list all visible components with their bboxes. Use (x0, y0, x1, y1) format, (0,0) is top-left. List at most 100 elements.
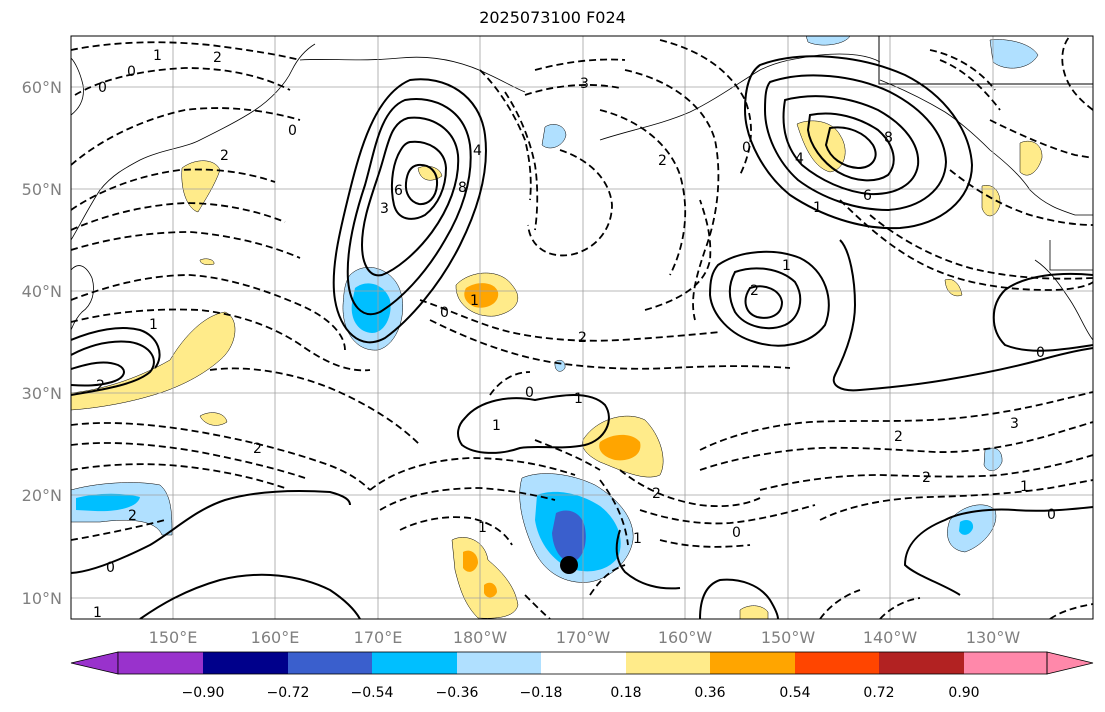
lat-label: 30°N (22, 384, 62, 403)
contour-label: 0 (288, 123, 297, 139)
positive-anomaly-area (463, 550, 478, 572)
contour-label: 6 (863, 188, 872, 204)
contour-label: 2 (96, 378, 105, 394)
contour-label: 1 (478, 520, 487, 536)
positive-anomaly-area (599, 434, 641, 461)
positive-contours (71, 55, 1093, 619)
positive-anomaly-area (484, 582, 497, 598)
colorbar-segment (118, 652, 203, 674)
lon-label: 130°W (966, 628, 1021, 647)
colorbar-segment (795, 652, 879, 674)
contour-label: 4 (473, 143, 482, 159)
lat-label: 10°N (22, 589, 62, 608)
lon-label: 160°E (251, 628, 300, 647)
contour-label: 1 (149, 317, 158, 333)
contour-label: 1 (153, 48, 162, 64)
lat-label: 40°N (22, 282, 62, 301)
contour-label: 8 (884, 130, 893, 146)
positive-anomaly-area (199, 258, 215, 266)
plot-frame (70, 35, 1094, 620)
negative-anomaly-area (989, 39, 1039, 69)
gridlines (71, 36, 1093, 619)
positive-anomaly-area (71, 311, 236, 411)
coastlines (71, 43, 1093, 341)
contour-label: 1 (1020, 479, 1029, 495)
colorbar-tick-label: 0.36 (694, 685, 725, 701)
colorbar-segment (626, 652, 710, 674)
contour-label: 0 (742, 140, 751, 156)
colorbar-tick-label: 0.18 (610, 685, 641, 701)
colorbar-tick-label: 0.72 (863, 685, 894, 701)
contour-label: 1 (782, 258, 791, 274)
colorbar-segment (203, 652, 288, 674)
colorbar-tick-label: −0.54 (351, 685, 394, 701)
negative-anomaly-area (76, 493, 140, 512)
contour-label: 0 (98, 80, 107, 96)
colorbar: −0.90 −0.72 −0.54 −0.36 −0.18 0.18 0.36 … (70, 651, 1094, 701)
contour-label: 0 (127, 64, 136, 80)
contour-label: 2 (658, 153, 667, 169)
colorbar-segment (710, 652, 795, 674)
positive-anomaly-area (981, 185, 1001, 217)
positive-anomaly-area (739, 605, 769, 619)
contour-label: 3 (1010, 416, 1019, 432)
negative-anomaly-area (554, 360, 566, 372)
longitude-labels: 150°E 160°E 170°E 180°W 170°W 160°W 150°… (149, 628, 1021, 647)
contour-label: 1 (813, 200, 822, 216)
negative-anomaly-area (351, 283, 391, 333)
contour-label: 4 (795, 151, 804, 167)
lon-label: 170°W (556, 628, 611, 647)
contour-label: 0 (106, 560, 115, 576)
contour-label: 1 (470, 293, 479, 309)
contour-label: 1 (633, 531, 642, 547)
contour-label: 2 (128, 508, 137, 524)
colorbar-tick-label: −0.36 (436, 685, 479, 701)
contour-label: 0 (525, 385, 534, 401)
contour-label: 8 (458, 180, 467, 196)
contour-label: 1 (574, 391, 583, 407)
contour-label: 2 (220, 148, 229, 164)
colorbar-segment (879, 652, 964, 674)
colorbar-segment (288, 652, 372, 674)
colorbar-tick-label: −0.18 (520, 685, 563, 701)
contour-label: 0 (440, 305, 449, 321)
colorbar-tick-label: −0.72 (267, 685, 310, 701)
colorbar-segment (541, 652, 626, 674)
positive-anomaly-area (1019, 140, 1043, 176)
lon-label: 140°W (863, 628, 918, 647)
colorbar-tick-label: 0.54 (779, 685, 810, 701)
contour-label: 2 (578, 330, 587, 346)
lon-label: 160°W (658, 628, 713, 647)
map-title: 2025073100 F024 (479, 8, 626, 27)
colorbar-tick-label: −0.90 (182, 685, 225, 701)
negative-anomaly-area (959, 520, 974, 535)
colorbar-segment (964, 652, 1047, 674)
colorbar-segment (457, 652, 541, 674)
lat-label: 20°N (22, 486, 62, 505)
latitude-labels: 10°N 20°N 30°N 40°N 50°N 60°N (22, 78, 62, 608)
positive-anomaly-area (944, 279, 963, 297)
contour-label: 0 (1036, 345, 1045, 361)
contour-label: 0 (732, 525, 741, 541)
lat-label: 60°N (22, 78, 62, 97)
contour-label: 2 (213, 50, 222, 66)
colorbar-extend-high (1046, 651, 1094, 675)
colorbar-extend-low (70, 651, 119, 675)
contour-label: 3 (380, 201, 389, 217)
contour-label: 3 (580, 76, 589, 92)
lon-label: 170°E (354, 628, 403, 647)
contour-label: 2 (750, 283, 759, 299)
contour-label: 2 (894, 429, 903, 445)
colorbar-frame (117, 651, 1048, 675)
contour-label: 2 (253, 441, 262, 457)
colorbar-segment (372, 652, 457, 674)
negative-anomaly-area (552, 510, 586, 562)
lon-label: 150°E (149, 628, 198, 647)
contour-label: 1 (492, 418, 501, 434)
lon-label: 150°W (761, 628, 816, 647)
lat-label: 50°N (22, 180, 62, 199)
contour-label: 1 (93, 605, 102, 621)
negative-anomaly-area (541, 124, 567, 149)
contour-label: 2 (922, 470, 931, 486)
